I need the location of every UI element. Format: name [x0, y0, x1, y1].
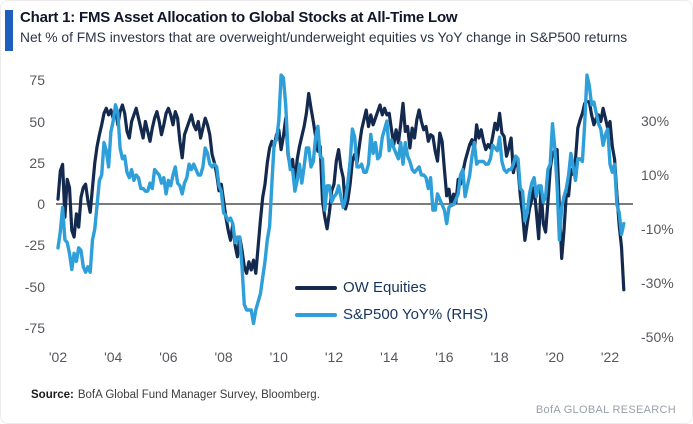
source-text: BofA Global Fund Manager Survey, Bloombe… [77, 389, 320, 401]
left-axis-tick: 50 [29, 113, 45, 130]
legend-label: S&P500 YoY% (RHS) [343, 306, 489, 323]
right-axis-tick: -10% [641, 221, 674, 237]
x-axis-tick: '08 [214, 349, 233, 365]
ow-equities-line [56, 91, 626, 292]
x-axis-tick: '22 [600, 349, 620, 365]
chart-subtitle: Net % of FMS investors that are overweig… [20, 30, 628, 45]
x-axis-tick: '18 [490, 349, 509, 365]
chart-title: Chart 1: FMS Asset Allocation to Global … [20, 9, 458, 26]
right-axis-tick: -30% [641, 275, 674, 291]
right-axis-tick: 30% [641, 113, 670, 129]
x-axis-tick: '12 [324, 349, 344, 365]
left-axis-tick: -75 [24, 319, 45, 336]
x-axis-tick: '04 [104, 349, 123, 365]
x-axis-tick: '16 [435, 349, 454, 365]
left-axis-tick: 0 [37, 196, 45, 212]
left-axis-tick: 75 [29, 72, 45, 89]
x-axis-tick: '02 [48, 349, 68, 365]
legend-item-sp500: S&P500 YoY% (RHS) [295, 306, 489, 323]
title-accent-bar [5, 10, 13, 51]
x-axis-tick: '10 [269, 349, 288, 365]
left-axis-tick: -25 [24, 237, 45, 254]
right-axis-tick: 10% [641, 167, 670, 183]
legend: OW Equities S&P500 YoY% (RHS) [295, 279, 489, 334]
legend-item-ow-equities: OW Equities [295, 279, 488, 296]
source-label: Source: [31, 389, 74, 401]
right-axis-tick: -50% [641, 329, 674, 345]
legend-label: OW Equities [343, 279, 427, 296]
x-axis-tick: '14 [380, 349, 399, 365]
bofa-global-research-watermark: BofA GLOBAL RESEARCH [535, 404, 676, 416]
sp500-swatch [295, 312, 337, 317]
ow-equities-swatch [295, 285, 337, 290]
sp500-yoy-line [56, 73, 626, 326]
source-line: Source: BofA Global Fund Manager Survey, … [31, 389, 320, 401]
left-axis-tick: 25 [29, 154, 45, 171]
left-axis-tick: -50 [24, 278, 45, 295]
x-axis-tick: '06 [159, 349, 178, 365]
x-axis-tick: '20 [545, 349, 564, 365]
